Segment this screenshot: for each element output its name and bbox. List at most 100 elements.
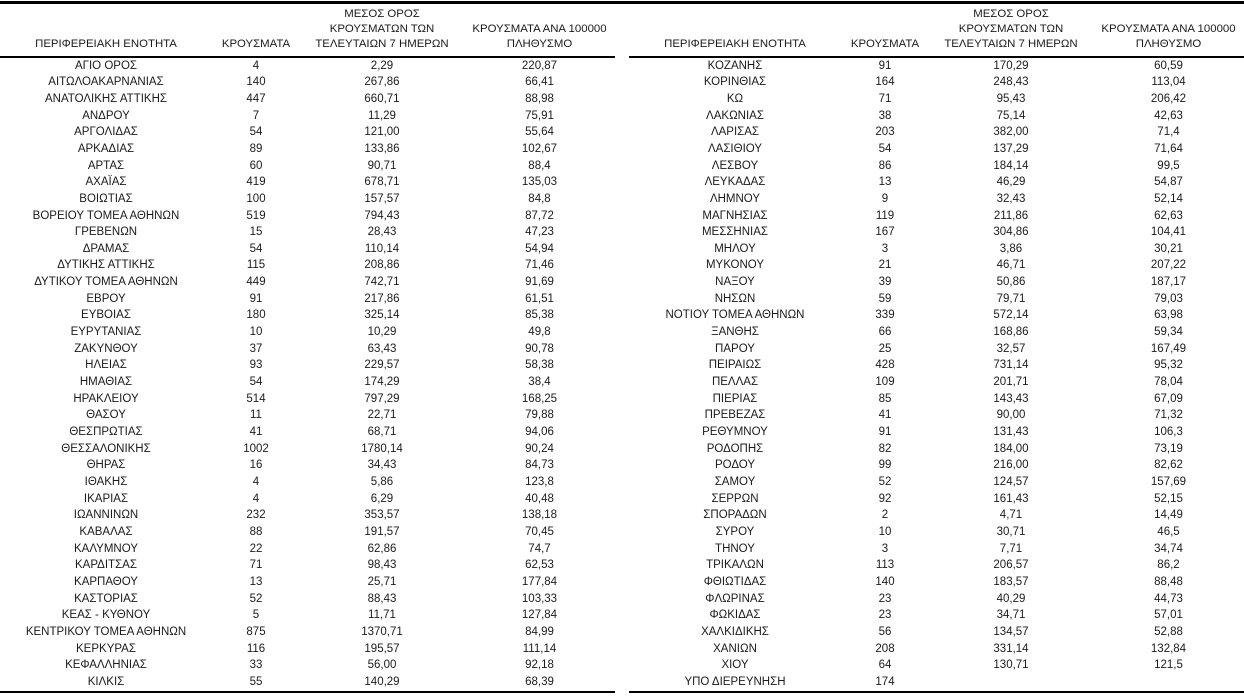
cases-value: 140 (875, 575, 895, 588)
region-name: ΚΑΡΠΑΘΟΥ (74, 575, 138, 588)
region-name: ΧΑΝΙΩΝ (713, 642, 757, 655)
region-name: ΘΕΣΠΡΩΤΙΑΣ (69, 426, 143, 439)
table-row: ΒΟΡΕΙΟΥ ΤΟΜΕΑ ΑΘΗΝΩΝ 519 794,43 87,72 (0, 208, 615, 225)
per100k-value: 99,5 (1157, 159, 1180, 172)
avg7day-value: 75,14 (996, 109, 1026, 122)
per100k-value: 57,01 (1154, 609, 1183, 622)
per100k-value: 132,84 (1150, 642, 1187, 655)
region-name: ΣΑΜΟΥ (714, 476, 756, 489)
region-name: ΠΕΛΛΑΣ (711, 376, 759, 389)
table-row: ΚΑΒΑΛΑΣ 88 191,57 70,45 (0, 524, 615, 541)
region-name: ΑΝΔΡΟΥ (82, 109, 130, 122)
cases-value: 2 (881, 509, 889, 522)
cases-value: 180 (246, 309, 266, 322)
per100k-value: 91,69 (525, 276, 554, 289)
per100k-value: 34,74 (1154, 542, 1183, 555)
region-name: ΜΕΣΣΗΝΙΑΣ (701, 226, 769, 239)
avg7day-value: 30,71 (996, 525, 1026, 538)
table-row: ΠΕΛΛΑΣ 109 201,71 78,04 (629, 374, 1244, 391)
per100k-value: 71,4 (1157, 126, 1180, 139)
table-row: ΦΛΩΡΙΝΑΣ 23 40,29 44,73 (629, 591, 1244, 608)
cases-value: 4 (252, 59, 260, 72)
table-row: ΚΕΦΑΛΛΗΝΙΑΣ 33 56,00 92,18 (0, 657, 615, 674)
per100k-value: 54,87 (1154, 176, 1183, 189)
avg7day-value: 110,14 (364, 242, 400, 255)
per100k-value: 71,46 (525, 259, 554, 272)
header-row: ΠΕΡΙΦΕΡΕΙΑΚΗ ΕΝΟΤΗΤΑ ΚΡΟΥΣΜΑΤΑ ΜΕΣΟΣ ΟΡΟΣ Κ… (629, 4, 1244, 58)
region-name: ΚΩ (726, 92, 744, 105)
cases-value: 66 (878, 326, 892, 339)
region-name: ΧΑΛΚΙΔΙΚΗΣ (701, 625, 769, 638)
region-name: ΑΧΑΪΑΣ (85, 176, 127, 189)
region-name: ΛΕΣΒΟΥ (711, 159, 759, 172)
cases-value: 85 (878, 392, 892, 405)
avg7day-value: 34,43 (367, 459, 397, 472)
per100k-value: 92,18 (525, 659, 554, 672)
per100k-value: 42,63 (1154, 109, 1183, 122)
table-row: ΗΜΑΘΙΑΣ 54 174,29 38,4 (0, 374, 615, 391)
region-name: ΙΚΑΡΙΑΣ (83, 492, 129, 505)
avg7day-value: 229,57 (364, 359, 400, 372)
table-row: ΚΑΡΠΑΘΟΥ 13 25,71 177,84 (0, 574, 615, 591)
avg7day-value: 304,86 (993, 226, 1029, 239)
avg7day-value: 7,71 (999, 542, 1023, 555)
region-name: ΞΑΝΘΗΣ (711, 326, 759, 339)
per100k-value: 71,32 (1154, 409, 1183, 422)
cases-value: 113 (875, 559, 895, 572)
cases-value: 82 (878, 442, 892, 455)
per100k-value: 84,8 (528, 192, 551, 205)
per100k-value: 82,62 (1154, 459, 1183, 472)
region-name: ΜΥΚΟΝΟΥ (705, 259, 765, 272)
cases-value: 54 (249, 126, 263, 139)
region-name: ΔΡΑΜΑΣ (82, 242, 130, 255)
cases-value: 10 (249, 326, 263, 339)
per100k-value: 79,03 (1154, 292, 1183, 305)
region-name: ΔΥΤΙΚΟΥ ΤΟΜΕΑ ΑΘΗΝΩΝ (34, 276, 178, 289)
avg7day-value: 22,71 (367, 409, 397, 422)
per100k-value: 46,5 (1157, 525, 1180, 538)
per100k-value (1093, 674, 1244, 692)
cases-value: 71 (878, 92, 892, 105)
cases-value: 109 (875, 376, 895, 389)
cases-value: 428 (875, 359, 895, 372)
table-row: ΜΥΚΟΝΟΥ 21 46,71 207,22 (629, 257, 1244, 274)
per100k-value: 54,94 (525, 242, 554, 255)
region-name: ΑΓΙΟ ΟΡΟΣ (74, 59, 137, 72)
region-name: ΡΕΘΥΜΝΟΥ (702, 426, 768, 439)
avg7day-value: 56,00 (367, 659, 397, 672)
avg7day-value: 46,29 (996, 176, 1026, 189)
per100k-value: 63,98 (1154, 309, 1183, 322)
cases-value: 339 (875, 309, 895, 322)
column-header: ΚΡΟΥΣΜΑΤΑ (212, 4, 300, 58)
table-row: ΘΗΡΑΣ 16 34,43 84,73 (0, 457, 615, 474)
per100k-value: 127,84 (521, 609, 558, 622)
per100k-value: 121,5 (1154, 659, 1183, 672)
cases-value: 203 (875, 126, 895, 139)
per100k-value: 187,17 (1150, 276, 1187, 289)
region-name: ΧΙΟΥ (721, 659, 749, 672)
region-name: ΚΙΛΚΙΣ (87, 675, 125, 688)
table-row: ΑΡΚΑΔΙΑΣ 89 133,86 102,67 (0, 141, 615, 158)
cases-value: 514 (246, 392, 266, 405)
cases-value: 3 (881, 242, 889, 255)
table-row: ΚΕΑΣ - ΚΥΘΝΟΥ 5 11,71 127,84 (0, 607, 615, 624)
avg7day-value: 11,71 (368, 609, 396, 622)
region-name: ΙΘΑΚΗΣ (84, 476, 128, 489)
region-name: ΘΑΣΟΥ (86, 409, 126, 422)
cases-value: 116 (246, 642, 266, 655)
region-name: ΛΑΡΙΣΑΣ (710, 126, 760, 139)
cases-value: 13 (878, 176, 892, 189)
per100k-value: 95,32 (1154, 359, 1183, 372)
region-name: ΘΕΣΣΑΛΟΝΙΚΗΣ (61, 442, 151, 455)
per100k-value: 88,48 (1154, 575, 1183, 588)
region-name: ΡΟΔΟΥ (714, 459, 756, 472)
table-row: ΘΕΣΣΑΛΟΝΙΚΗΣ 1002 1780,14 90,24 (0, 441, 615, 458)
cases-value: 37 (249, 342, 263, 355)
per100k-value: 52,14 (1154, 192, 1183, 205)
region-name: ΠΕΙΡΑΙΩΣ (708, 359, 762, 372)
column-header: ΚΡΟΥΣΜΑΤΑ (841, 4, 929, 58)
cases-value: 875 (246, 625, 266, 638)
table-body-left: ΑΓΙΟ ΟΡΟΣ 4 2,29 220,87 ΑΙΤΩΛΟΑΚΑΡΝΑΝΙΑΣ 140 2… (0, 57, 615, 692)
table-row: ΗΡΑΚΛΕΙΟΥ 514 797,29 168,25 (0, 391, 615, 408)
per100k-value: 70,45 (525, 525, 554, 538)
